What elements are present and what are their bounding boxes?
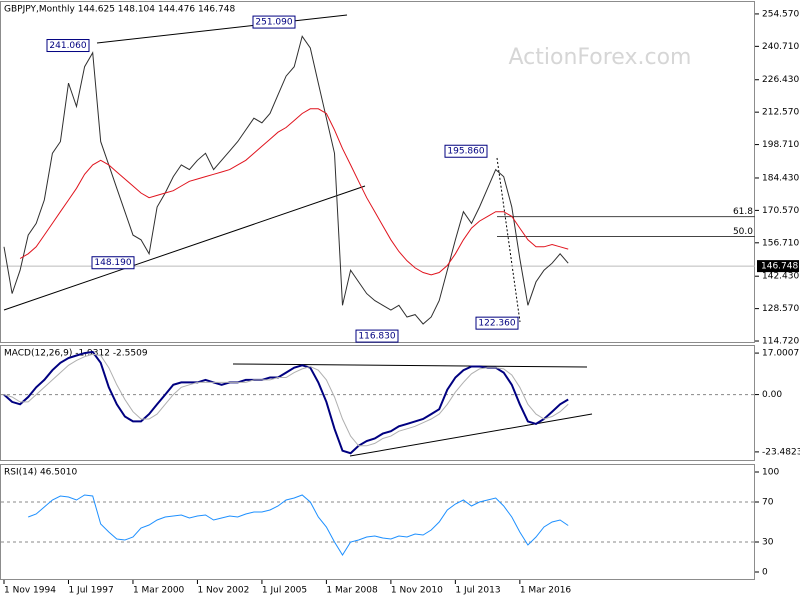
series-line (19, 108, 569, 276)
y-tick-label: 70 (762, 498, 774, 508)
y-tick-label: 170.570 (762, 206, 799, 216)
y-tick-label: 17.0007 (762, 349, 799, 359)
price-label-box (91, 256, 135, 270)
price-label-box (252, 15, 296, 29)
x-tick-label: 1 Jul 1997 (68, 586, 113, 596)
x-tick-label: 1 Nov 2002 (197, 586, 249, 596)
y-tick-label: 226.430 (762, 75, 799, 85)
rsi-pane (0, 464, 755, 580)
trendline (3, 185, 366, 311)
fib-label: 61.8 (733, 207, 753, 217)
price-label-box (355, 329, 399, 343)
y-tick-label: 0 (762, 568, 768, 578)
y-tick-label: 0.00 (762, 390, 782, 400)
trendline (349, 413, 593, 457)
trendlines (3, 14, 593, 457)
x-tick-label: 1 Mar 2000 (133, 586, 185, 596)
macd-pane (0, 345, 755, 461)
y-tick-label: 184.430 (762, 173, 799, 183)
x-tick-label: 1 Jul 2013 (455, 586, 500, 596)
price-label-box (46, 39, 90, 53)
y-tick-label: 100 (762, 468, 779, 478)
y-tick-label: 240.710 (762, 42, 799, 52)
x-tick-label: 1 Mar 2016 (520, 586, 572, 596)
current-price-label: 146.748 (761, 262, 798, 272)
macd-title: MACD(12,26,9) -1.9312 -2.5509 (4, 349, 148, 359)
price-label: 122.360 (478, 319, 515, 329)
price-label: 241.060 (49, 41, 86, 51)
y-tick-label: 198.710 (762, 140, 799, 150)
watermark: ActionForex.com (509, 45, 692, 70)
x-tick-label: 1 Mar 2008 (326, 586, 378, 596)
series-line (28, 494, 569, 556)
y-tick-label: 114.720 (762, 337, 799, 347)
y-tick-label: -23.4823 (762, 447, 800, 457)
y-tick-label: 156.710 (762, 238, 799, 248)
series-line (3, 350, 569, 455)
trendline (96, 14, 348, 44)
price-label-box (444, 144, 488, 158)
price-label: 116.830 (358, 332, 395, 342)
price-label-box (475, 316, 519, 330)
x-tick-label: 1 Nov 2010 (391, 586, 443, 596)
series-line (3, 353, 569, 447)
y-tick-label: 142.430 (762, 272, 799, 282)
trendline (232, 363, 588, 368)
price-label: 251.090 (255, 18, 292, 28)
y-tick-label: 254.570 (762, 9, 799, 19)
y-tick-label: 128.570 (762, 304, 799, 314)
price-title: GBPJPY,Monthly 144.625 148.104 144.476 1… (4, 5, 235, 15)
fib-label: 50.0 (733, 227, 753, 237)
x-tick-label: 1 Nov 1994 (4, 586, 56, 596)
y-tick-label: 212.570 (762, 108, 799, 118)
x-tick-label: 1 Jul 2005 (262, 586, 307, 596)
price-label: 148.190 (94, 258, 131, 268)
rsi-title: RSI(14) 46.5010 (4, 468, 77, 478)
price-label: 195.860 (447, 147, 484, 157)
y-tick-label: 30 (762, 538, 774, 548)
current-price-tag (757, 260, 799, 273)
series-line (3, 35, 569, 325)
